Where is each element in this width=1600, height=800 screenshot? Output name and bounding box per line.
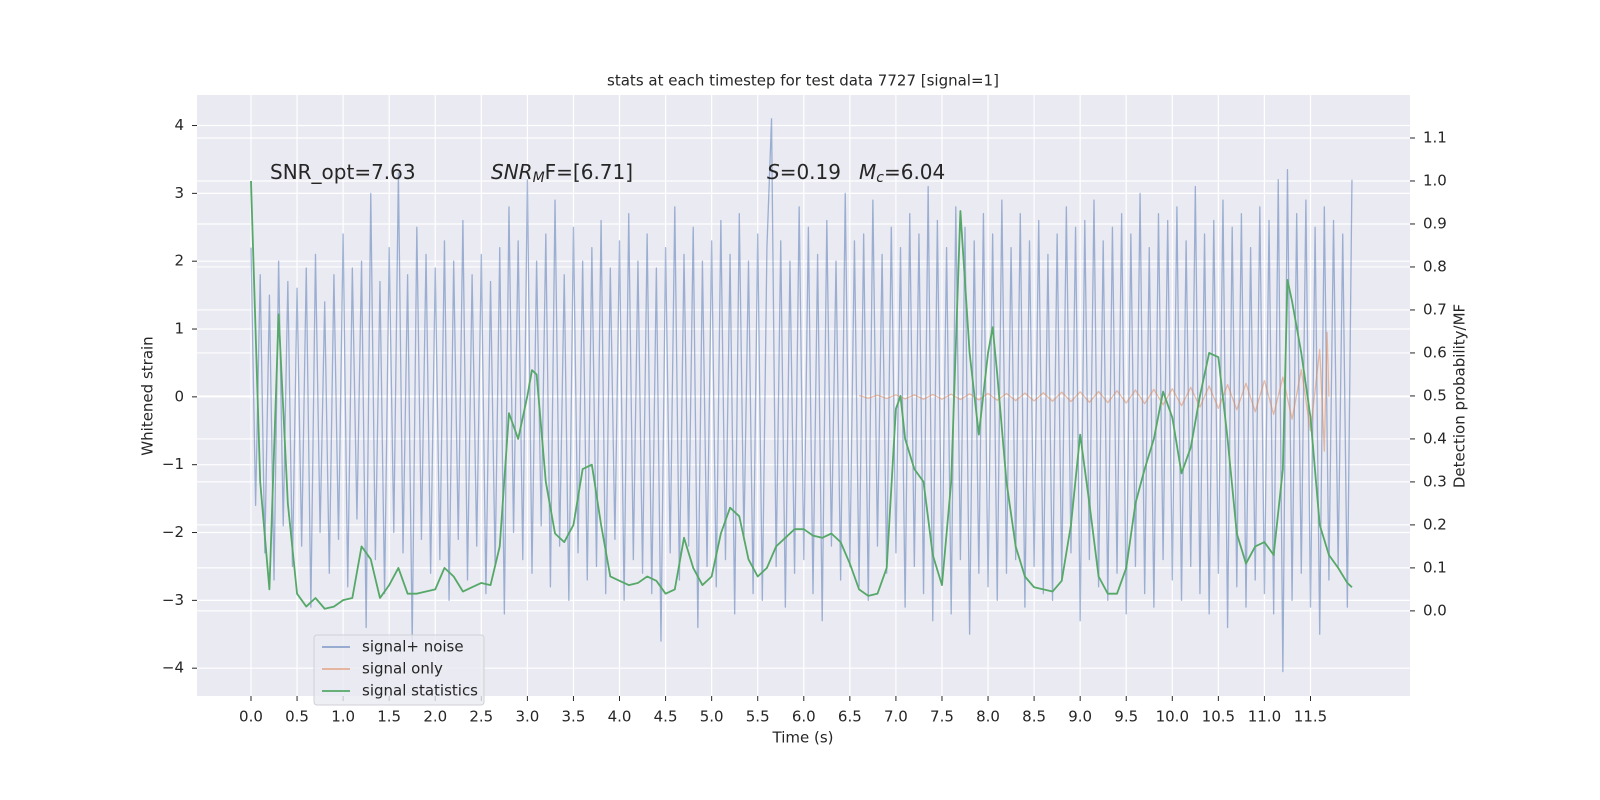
annotation-part: M bbox=[859, 160, 876, 184]
y2-tick-label: 0.7 bbox=[1423, 300, 1447, 318]
x-tick-label: 2.0 bbox=[423, 708, 447, 726]
chart-title: stats at each timestep for test data 772… bbox=[607, 72, 999, 90]
annotation-part: M bbox=[533, 170, 545, 186]
x-tick-label: 5.0 bbox=[700, 708, 724, 726]
annotation-part: F=[6.71] bbox=[545, 160, 633, 184]
x-tick-label: 2.5 bbox=[469, 708, 493, 726]
annotation: SNR_opt=7.63 bbox=[270, 160, 416, 184]
annotation-part: =6.04 bbox=[884, 160, 945, 184]
x-tick-label: 10.0 bbox=[1156, 708, 1189, 726]
y-tick-label: 1 bbox=[174, 320, 184, 338]
annotation-part: c bbox=[876, 170, 884, 186]
annotation-part: S bbox=[767, 160, 780, 184]
annotation: Mc=6.04 bbox=[859, 160, 945, 187]
x-tick-label: 6.0 bbox=[792, 708, 816, 726]
x-tick-label: 11.0 bbox=[1248, 708, 1281, 726]
annotation-part: SNR_opt=7.63 bbox=[270, 160, 416, 184]
y-tick-label: −1 bbox=[162, 455, 184, 473]
y-tick-label: 4 bbox=[174, 116, 184, 134]
y2-tick-label: 0.0 bbox=[1423, 601, 1447, 619]
legend-label: signal statistics bbox=[362, 682, 478, 700]
x-tick-label: 3.0 bbox=[515, 708, 539, 726]
legend-label: signal only bbox=[362, 660, 443, 678]
y2-tick-label: 0.2 bbox=[1423, 515, 1447, 533]
series-line bbox=[250, 118, 1353, 673]
x-tick-label: 10.5 bbox=[1202, 708, 1235, 726]
y2-tick-label: 0.6 bbox=[1423, 343, 1447, 361]
annotation: SNRMF=[6.71] bbox=[491, 160, 633, 187]
y-tick-label: 3 bbox=[174, 184, 184, 202]
x-tick-label: 0.0 bbox=[239, 708, 263, 726]
y2-tick-label: 1.0 bbox=[1423, 171, 1447, 189]
y-tick-label: −2 bbox=[162, 523, 184, 541]
y-tick-label: −4 bbox=[162, 659, 184, 677]
y2-axis-label: Detection probability/MF bbox=[1451, 304, 1469, 488]
x-tick-label: 7.0 bbox=[884, 708, 908, 726]
y-tick-label: 2 bbox=[174, 252, 184, 270]
y-tick-label: 0 bbox=[174, 387, 184, 405]
x-tick-label: 1.5 bbox=[377, 708, 401, 726]
x-tick-label: 1.0 bbox=[331, 708, 355, 726]
legend-box bbox=[313, 634, 485, 706]
legend-label: signal+ noise bbox=[362, 638, 464, 656]
annotation-part: SNR bbox=[491, 160, 533, 184]
x-tick-label: 8.0 bbox=[976, 708, 1000, 726]
x-tick-label: 7.5 bbox=[930, 708, 954, 726]
y-tick-label: −3 bbox=[162, 591, 184, 609]
x-tick-label: 6.5 bbox=[838, 708, 862, 726]
x-tick-label: 8.5 bbox=[1022, 708, 1046, 726]
x-tick-label: 5.5 bbox=[746, 708, 770, 726]
annotation: S=0.19 bbox=[767, 160, 841, 184]
y2-tick-label: 0.9 bbox=[1423, 214, 1447, 232]
y2-tick-label: 0.4 bbox=[1423, 429, 1447, 447]
x-tick-label: 9.0 bbox=[1068, 708, 1092, 726]
annotation-part: =0.19 bbox=[780, 160, 841, 184]
x-tick-label: 11.5 bbox=[1294, 708, 1327, 726]
y2-tick-label: 0.5 bbox=[1423, 386, 1447, 404]
y2-tick-label: 1.1 bbox=[1423, 128, 1447, 146]
series-line bbox=[250, 180, 1353, 610]
y2-tick-label: 0.3 bbox=[1423, 472, 1447, 490]
x-tick-label: 9.5 bbox=[1114, 708, 1138, 726]
series-line bbox=[858, 331, 1330, 452]
x-tick-label: 0.5 bbox=[285, 708, 309, 726]
y2-tick-label: 0.8 bbox=[1423, 257, 1447, 275]
y2-tick-label: 0.1 bbox=[1423, 558, 1447, 576]
x-axis-label: Time (s) bbox=[772, 729, 834, 747]
y-axis-label: Whitened strain bbox=[139, 336, 157, 455]
x-tick-label: 3.5 bbox=[562, 708, 586, 726]
x-tick-label: 4.5 bbox=[654, 708, 678, 726]
x-tick-label: 4.0 bbox=[608, 708, 632, 726]
